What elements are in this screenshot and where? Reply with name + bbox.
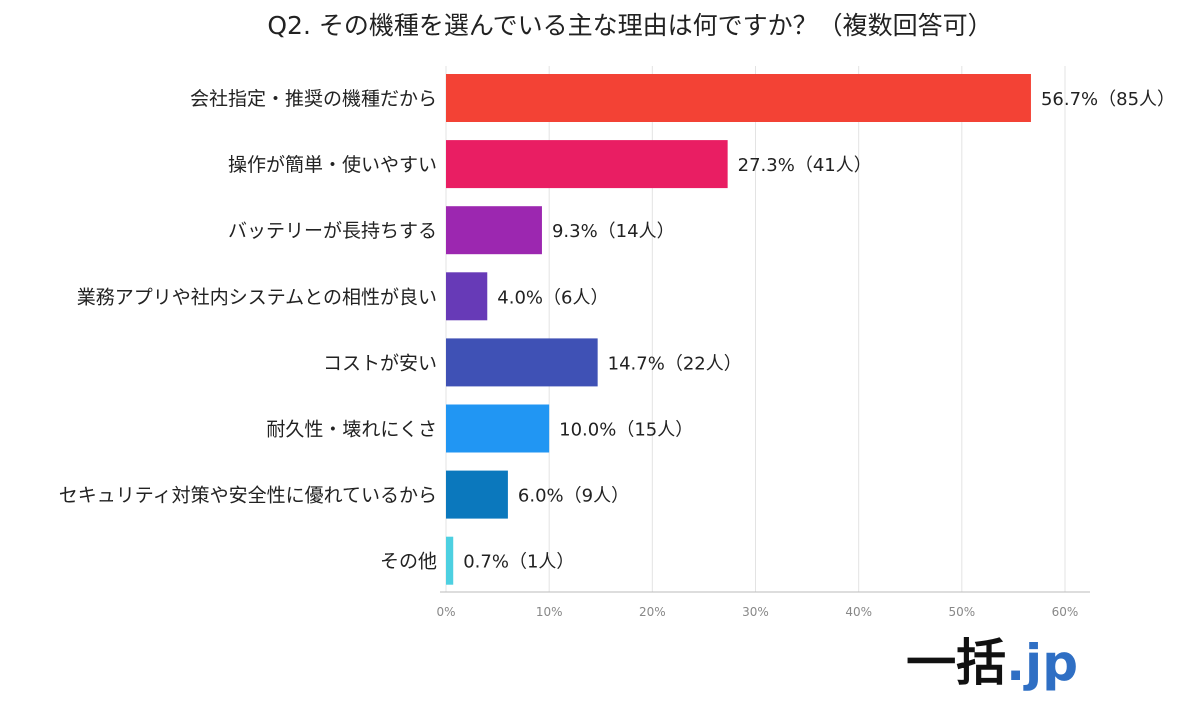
bars xyxy=(446,74,1031,585)
data-label: 4.0%（6人） xyxy=(497,287,608,308)
bar xyxy=(446,338,598,387)
x-tick-label: 60% xyxy=(1052,605,1079,619)
data-label: 27.3%（41人） xyxy=(738,155,872,176)
category-label: コストが安い xyxy=(323,352,437,374)
bar xyxy=(446,74,1031,122)
category-label: セキュリティ対策や安全性に優れているから xyxy=(59,485,437,507)
data-label: 56.7%（85人） xyxy=(1041,89,1175,110)
logo-tld-text: .jp xyxy=(1006,634,1078,692)
data-label: 10.0%（15人） xyxy=(559,420,693,441)
category-label: バッテリーが長持ちする xyxy=(228,220,437,242)
x-axis-ticks: 0% 10% 20% 30% 40% 50% 60% xyxy=(436,605,1078,619)
category-label: その他 xyxy=(380,551,437,573)
data-label: 6.0%（9人） xyxy=(518,486,629,507)
x-tick-label: 10% xyxy=(536,605,563,619)
category-label: 会社指定・推奨の機種だから xyxy=(190,88,437,110)
data-label: 9.3%（14人） xyxy=(552,221,675,242)
x-tick-label: 0% xyxy=(436,605,455,619)
category-label: 耐久性・壊れにくさ xyxy=(266,419,437,441)
data-labels: 56.7%（85人） 27.3%（41人） 9.3%（14人） 4.0%（6人） 14.… xyxy=(463,89,1175,573)
bar xyxy=(446,536,454,585)
category-label: 業務アプリや社内システムとの相性が良い xyxy=(77,286,437,308)
x-tick-label: 40% xyxy=(845,605,872,619)
x-tick-label: 20% xyxy=(639,605,666,619)
x-tick-label: 30% xyxy=(742,605,769,619)
category-label: 操作が簡単・使いやすい xyxy=(228,154,437,176)
data-label: 14.7%（22人） xyxy=(608,353,742,374)
data-label: 0.7%（1人） xyxy=(463,552,574,573)
bar xyxy=(446,140,728,189)
bar xyxy=(446,272,488,321)
bar xyxy=(446,206,542,255)
chart-title: Q2. その機種を選んでいる主な理由は何ですか？（複数回答可） xyxy=(267,11,992,40)
x-tick-label: 50% xyxy=(948,605,975,619)
ikkatsu-jp-logo: 一括.jp xyxy=(906,634,1078,692)
svg-text:一括.jp: 一括.jp xyxy=(906,634,1078,692)
bar xyxy=(446,404,550,453)
category-labels: 会社指定・推奨の機種だから操作が簡単・使いやすいバッテリーが長持ちする業務アプリ… xyxy=(59,88,437,573)
logo-main-text: 一括 xyxy=(906,634,1006,692)
bar xyxy=(446,470,508,519)
